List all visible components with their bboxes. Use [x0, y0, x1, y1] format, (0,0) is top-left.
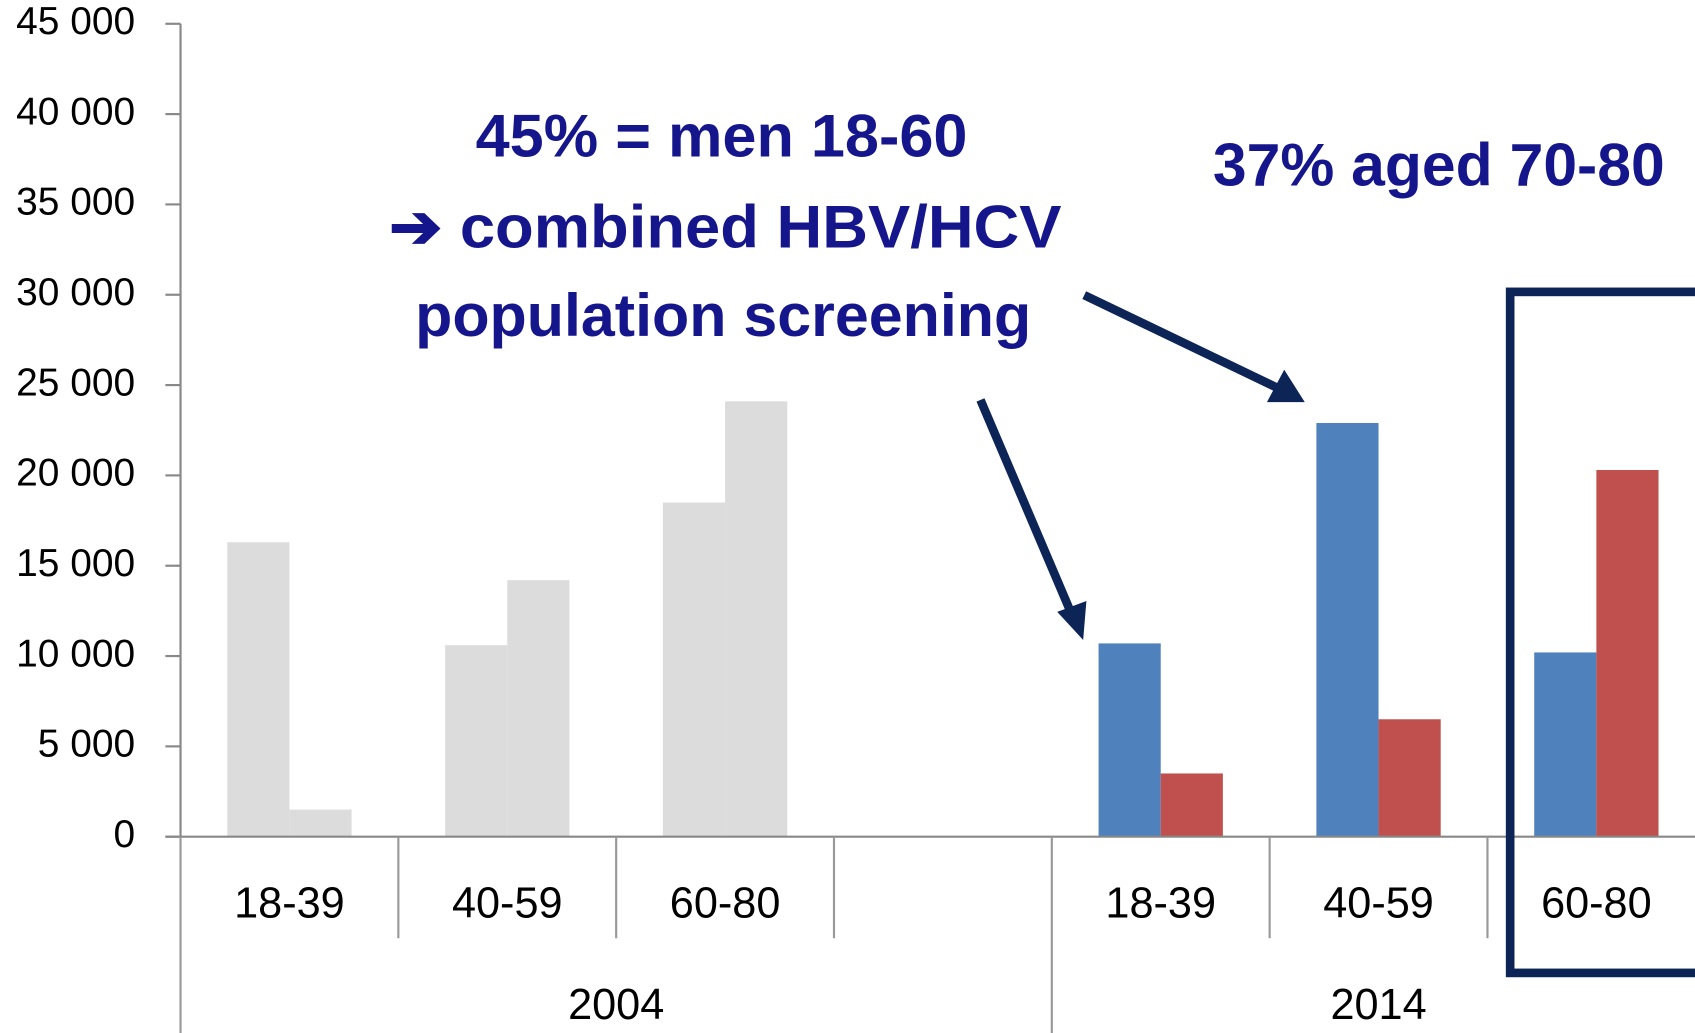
- y-tick-label: 35 000: [16, 181, 135, 224]
- y-tick-label: 5 000: [38, 723, 135, 766]
- x-tick-label: 60-80: [670, 879, 781, 927]
- y-tick-label: 10 000: [16, 632, 135, 675]
- highlight-box: [1505, 287, 1695, 978]
- annotation: population screening: [415, 281, 1031, 349]
- x-tick-label: 18-39: [1105, 879, 1216, 927]
- bar: [445, 645, 508, 837]
- annotation: 37% aged 70-80: [1213, 131, 1665, 199]
- bar: [227, 542, 290, 837]
- bar: [725, 401, 788, 837]
- bar: [507, 580, 570, 837]
- y-tick-label: 40 000: [16, 90, 135, 133]
- bar: [1534, 652, 1597, 837]
- arrowhead: [1266, 369, 1305, 403]
- annotation: 45% = men 18-60: [476, 102, 968, 170]
- plot: 45% = men 18-60 ➔ combined HBV/HCV popul…: [16, 0, 1695, 1033]
- bar: [662, 502, 726, 837]
- y-tick-label: 20 000: [16, 452, 135, 495]
- y-tick-label: 0: [113, 813, 135, 856]
- bar: [1098, 643, 1161, 837]
- group-label: 2014: [1330, 981, 1426, 1029]
- x-tick-label: 18-39: [234, 879, 345, 927]
- annotation: ➔ combined HBV/HCV: [389, 192, 1061, 260]
- arrow: [976, 398, 1075, 613]
- y-tick-label: 30 000: [16, 271, 135, 314]
- arrowhead: [1057, 601, 1087, 640]
- arrow: [1082, 291, 1278, 391]
- bar: [289, 809, 352, 837]
- arrows: [976, 291, 1305, 640]
- bar: [1378, 719, 1441, 837]
- bar: [1596, 469, 1659, 837]
- y-tick-label: 45 000: [16, 0, 135, 43]
- x-tick-label: 40-59: [452, 879, 563, 927]
- bar: [1316, 423, 1379, 837]
- y-tick-label: 15 000: [16, 542, 135, 585]
- bar: [1160, 773, 1223, 837]
- x-tick-label: 60-80: [1541, 879, 1652, 927]
- x-tick-label: 40-59: [1323, 879, 1434, 927]
- marks: [227, 401, 1659, 837]
- y-tick-label: 25 000: [16, 361, 135, 404]
- group-label: 2004: [568, 981, 664, 1029]
